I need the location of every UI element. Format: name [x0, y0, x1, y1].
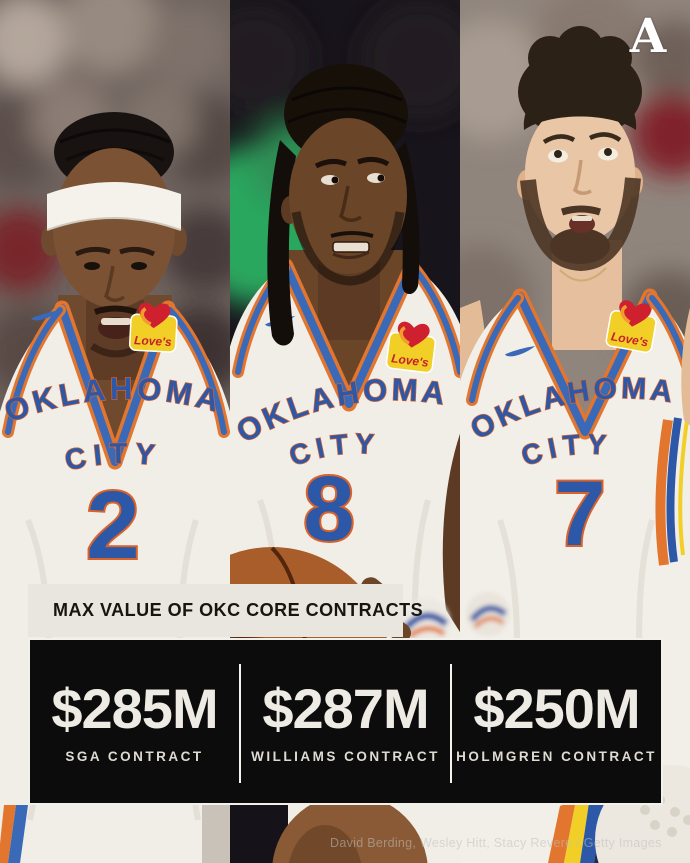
- divider: [239, 664, 241, 783]
- loves-patch-icon: Love's: [603, 296, 661, 355]
- player-head-williams: [267, 64, 420, 346]
- contracts-banner: MAX VALUE OF OKC CORE CONTRACTS: [28, 584, 423, 637]
- athletic-logo: A: [629, 9, 667, 64]
- player-head-sga: [41, 112, 187, 358]
- contract-holmgren: $250M HOLMGREN CONTRACT: [452, 640, 661, 803]
- sponsor-text: Love's: [134, 333, 173, 349]
- jersey-number: 7: [554, 463, 605, 565]
- contract-label: HOLMGREN CONTRACT: [456, 749, 657, 764]
- sponsor-text: Love's: [390, 351, 429, 370]
- player-arm: [442, 433, 460, 633]
- contract-label: SGA CONTRACT: [65, 749, 204, 764]
- sponsor-text: Love's: [610, 329, 650, 349]
- contract-label: WILLIAMS CONTRACT: [251, 749, 440, 764]
- jersey-number: 8: [303, 458, 354, 560]
- photo-credit: David Berding, Wesley Hitt, Stacy Revere…: [330, 836, 662, 850]
- loves-patch-icon: Love's: [384, 318, 440, 375]
- loves-patch-icon: Love's: [127, 300, 180, 355]
- banner-title: MAX VALUE OF OKC CORE CONTRACTS: [53, 600, 424, 620]
- player-head-holmgren: [517, 26, 643, 282]
- okc-shorts-logo: [402, 598, 450, 646]
- headband: [47, 182, 181, 230]
- okc-logo-blur: [466, 592, 510, 636]
- contract-williams: $287M WILLIAMS CONTRACT: [241, 640, 450, 803]
- contract-value: $285M: [51, 677, 218, 740]
- contract-sga: $285M SGA CONTRACT: [30, 640, 239, 803]
- contracts-panel: $285M SGA CONTRACT $287M WILLIAMS CONTRA…: [28, 638, 663, 805]
- jersey-number: 2: [86, 472, 139, 579]
- contract-value: $287M: [262, 677, 429, 740]
- divider: [450, 664, 452, 783]
- contract-value: $250M: [473, 677, 640, 740]
